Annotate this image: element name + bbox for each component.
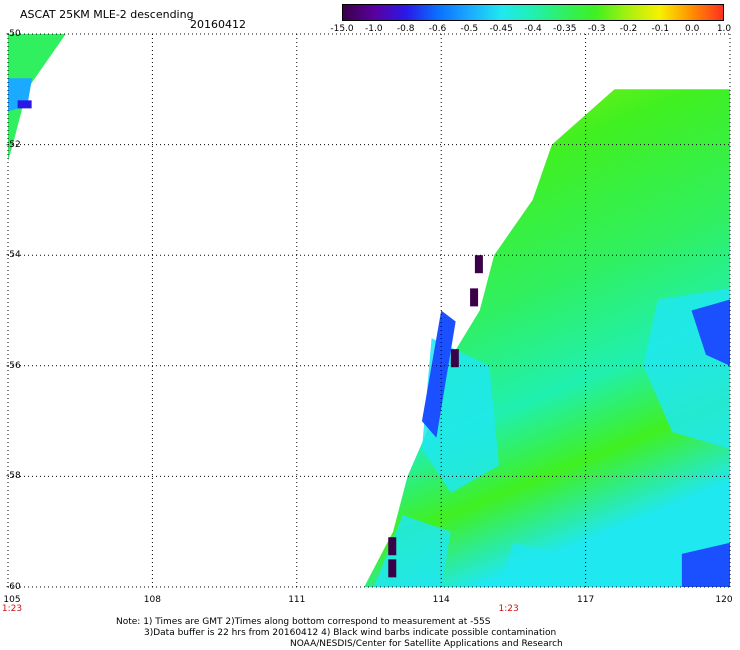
time-label: 1:23 — [498, 604, 519, 614]
longitude-label: 117 — [577, 595, 595, 605]
colorbar-tick-label: -0.35 — [553, 24, 577, 34]
map-title: ASCAT 25KM MLE-2 descending — [20, 8, 194, 21]
longitude-label: 120 — [715, 595, 733, 605]
note-line-1: Note: 1) Times are GMT 2)Times along bot… — [116, 617, 491, 627]
colorbar-tick-label: 0.0 — [684, 24, 700, 34]
latitude-label: -52 — [6, 139, 21, 150]
swath-purple-cell — [450, 349, 459, 368]
longitude-label: 114 — [432, 595, 450, 605]
colorbar-tick-label: -0.8 — [396, 24, 415, 34]
time-label: 1:23 — [1, 604, 23, 614]
swath-purple-cell — [470, 288, 479, 307]
latitude-label: -56 — [6, 360, 21, 371]
colorbar-tick-label: -15.0 — [330, 24, 354, 34]
colorbar-tick-label: -0.4 — [524, 24, 542, 34]
swath-corner-patch — [8, 34, 66, 162]
swath-blue-region — [691, 299, 730, 366]
swath-cyan-region — [498, 542, 625, 587]
longitude-label: 105 — [3, 595, 21, 605]
swath-purple-cell — [388, 537, 397, 556]
colorbar-tick-label: -1.0 — [365, 24, 383, 34]
latitude-label: -60 — [6, 582, 21, 592]
colorbar-tick-label: -0.1 — [651, 24, 670, 34]
note-line-2: 3)Data buffer is 22 hrs from 20160412 4)… — [144, 628, 557, 638]
note-line-3: NOAA/NESDIS/Center for Satellite Applica… — [290, 639, 563, 649]
map-date: 20160412 — [190, 18, 246, 31]
colorbar — [342, 4, 724, 21]
colorbar-tick-label: -0.3 — [587, 24, 606, 34]
swath-corner-dark — [17, 100, 32, 109]
latitude-label: -50 — [6, 29, 21, 39]
colorbar-tick-label: -0.6 — [428, 24, 447, 34]
latitude-label: -58 — [6, 471, 21, 482]
colorbar-tick-label: -0.45 — [489, 24, 513, 34]
swath-blue-region — [421, 310, 456, 438]
swath-purple-cell — [388, 559, 397, 578]
colorbar-tick-label: -0.5 — [460, 24, 479, 34]
longitude-label: 108 — [143, 595, 161, 605]
colorbar-tick-label: 1.0 — [716, 24, 732, 34]
colorbar-tick-label: -0.2 — [619, 24, 638, 34]
swath-blue-region — [681, 542, 730, 587]
longitude-label: 111 — [288, 595, 306, 605]
latitude-label: -54 — [6, 250, 21, 261]
swath-purple-cell — [474, 255, 483, 274]
